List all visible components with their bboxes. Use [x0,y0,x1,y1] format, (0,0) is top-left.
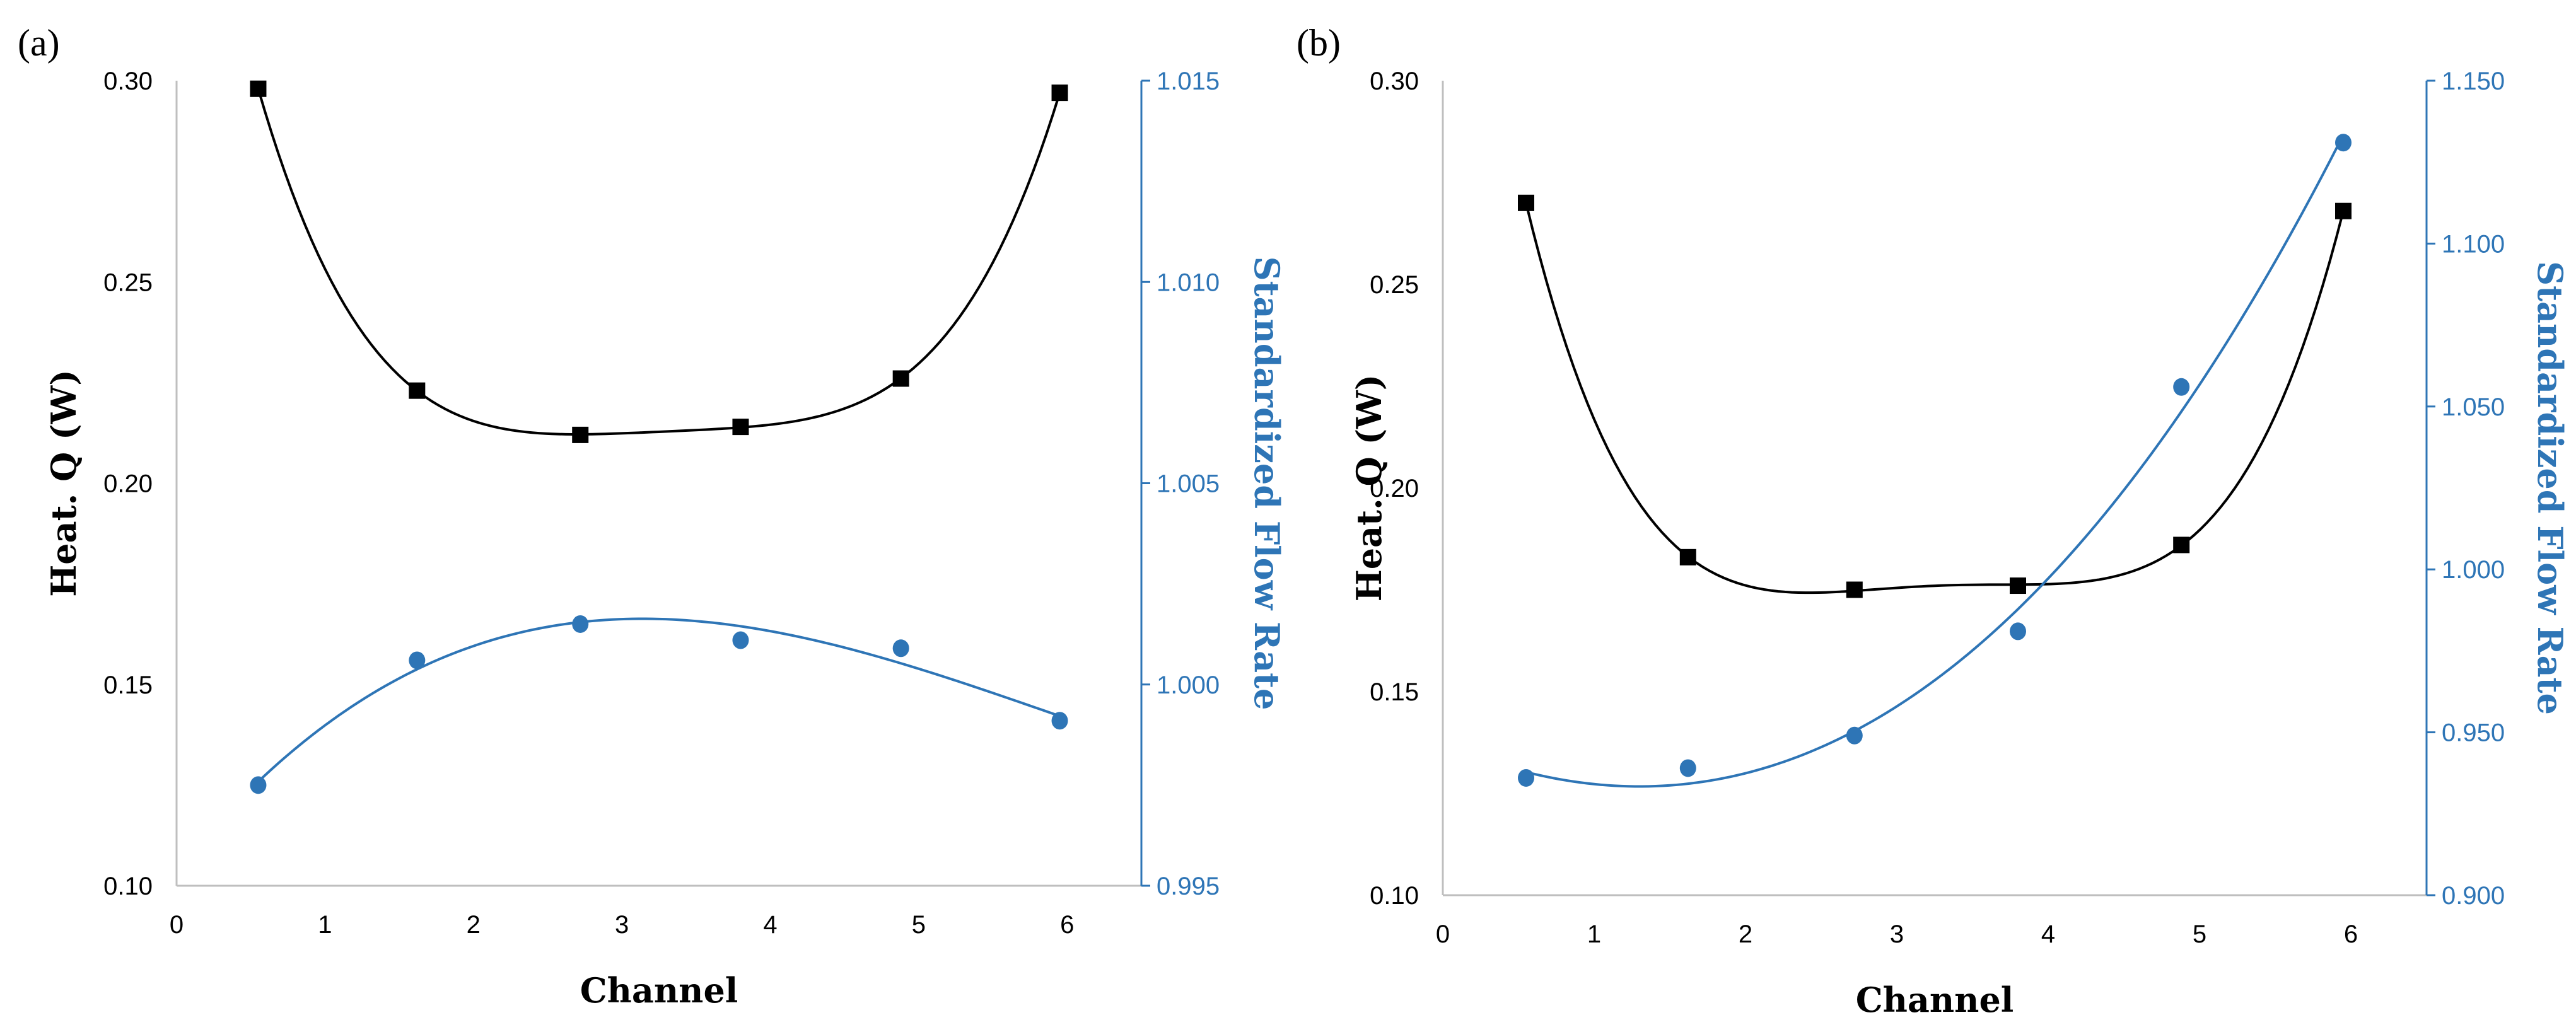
right-y-tick-label: 1.015 [1157,67,1220,95]
flow-rate-data-point [2173,378,2190,396]
flow-rate-trendline [1525,134,2345,788]
right-y-tick-label: 1.150 [2442,67,2505,95]
x-tick-label: 6 [1060,911,1074,939]
left-y-tick-label: 0.15 [1370,678,1419,706]
heat-data-point [1518,194,1534,211]
heat-data-point [892,370,909,387]
x-axis-title: Channel [1856,980,2014,1020]
panel-label: (b) [1297,22,1341,64]
flow-rate-data-point [2335,134,2352,152]
chart-panel-a: (a) 0 1 2 3 4 5 6 0.10 0.15 0.20 0.25 0.30 0.995 1.00… [18,22,1287,1011]
flow-rate-data-point [2010,622,2026,641]
heat-data-point [2335,202,2352,219]
x-tick-label: 5 [912,911,926,939]
panel-label: (a) [18,22,60,64]
flow-rate-data-point [892,639,909,658]
marker-group [1518,134,2352,787]
right-y-tick-label: 1.010 [1157,269,1220,296]
x-tick-label: 1 [318,911,332,939]
left-y-tick-label: 0.25 [1370,271,1419,299]
right-y-axis-title: Standardized Flow Rate [1247,257,1287,710]
flow-rate-data-point [572,615,589,633]
flow-rate-data-point [732,631,749,649]
x-tick-label: 5 [2193,920,2206,948]
flow-rate-data-point [1518,768,1534,787]
tick-group: 0 1 2 3 4 5 6 0.10 0.15 0.20 0.25 0.30 0.995 1.000 1.0… [103,67,1220,939]
left-y-tick-label: 0.30 [103,67,153,95]
heat-trendline [1525,202,2345,594]
right-y-axis-title: Standardized Flow Rate [2530,261,2570,715]
right-y-tick-label: 0.950 [2442,719,2505,747]
heat-data-point [1846,581,1863,598]
left-y-tick-label: 0.10 [1370,882,1419,910]
flow-rate-data-point [250,776,267,794]
x-tick-label: 6 [2344,920,2358,948]
trendline-group [257,88,1061,783]
flow-rate-data-point [1679,759,1696,777]
x-tick-label: 0 [1436,920,1450,948]
flow-rate-trendline [257,617,1061,783]
heat-data-point [572,426,589,443]
x-tick-label: 2 [467,911,481,939]
heat-data-point [1051,84,1068,101]
x-tick-label: 4 [763,911,777,939]
right-y-tick-label: 0.900 [2442,882,2505,910]
left-y-tick-label: 0.15 [103,671,153,699]
heat-data-point [2173,536,2190,554]
x-tick-label: 2 [1739,920,1752,948]
trendline-group [1525,134,2345,788]
heat-data-point [732,419,749,436]
heat-data-point [2010,577,2026,594]
x-tick-label: 3 [1890,920,1904,948]
right-y-tick-label: 1.050 [2442,393,2505,421]
heat-data-point [409,382,426,399]
left-y-tick-label: 0.25 [103,269,153,296]
left-y-tick-label: 0.20 [1370,475,1419,502]
flow-rate-data-point [1846,726,1863,745]
flow-rate-data-point [1051,712,1068,730]
chart-panel-b: (b) 0 1 2 3 4 5 6 0.10 0.15 0.20 0.25 0.30 0.900 0.95… [1297,22,2570,1020]
right-y-tick-label: 0.995 [1157,873,1220,900]
heat-data-point [1679,548,1696,565]
x-tick-label: 1 [1587,920,1601,948]
tick-group: 0 1 2 3 4 5 6 0.10 0.15 0.20 0.25 0.30 0.900 0.950 1.0… [1370,67,2505,948]
left-y-tick-label: 0.10 [103,873,153,900]
heat-trendline [257,88,1061,436]
left-y-tick-label: 0.20 [103,470,153,498]
left-y-axis-title: Heat. Q (W) [44,369,84,597]
right-y-tick-label: 1.000 [2442,556,2505,584]
x-axis-title: Channel [580,970,738,1011]
marker-group [250,80,1068,794]
x-tick-label: 3 [615,911,629,939]
left-y-axis-title: Heat. Q (W) [1349,374,1389,602]
right-y-tick-label: 1.000 [1157,671,1220,699]
flow-rate-data-point [409,651,426,670]
heat-data-point [250,80,267,97]
x-tick-label: 4 [2041,920,2055,948]
x-tick-label: 0 [170,911,184,939]
right-y-tick-label: 1.005 [1157,470,1220,498]
right-y-tick-label: 1.100 [2442,230,2505,258]
left-y-tick-label: 0.30 [1370,67,1419,95]
